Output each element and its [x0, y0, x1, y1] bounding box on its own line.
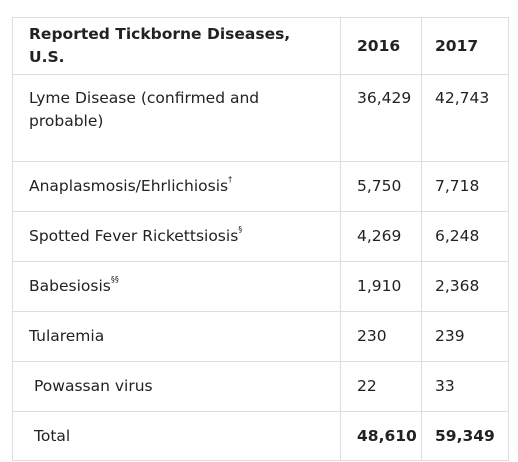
- header-disease: Reported Tickborne Diseases, U.S.: [12, 17, 341, 75]
- disease-name-cell: Spotted Fever Rickettsiosis§: [12, 211, 341, 262]
- disease-name-cell: Powassan virus: [12, 361, 341, 412]
- value-2016: 1,910: [340, 261, 422, 312]
- disease-name: Tularemia: [29, 327, 105, 345]
- value-2017: 239: [421, 311, 509, 362]
- disease-name: Powassan virus: [34, 377, 153, 395]
- value-2016: 36,429: [340, 74, 422, 162]
- table-row: Tularemia 230 239: [12, 311, 509, 362]
- table-row: Powassan virus 22 33: [12, 361, 509, 412]
- disease-name-cell: Lyme Disease (confirmed and probable): [12, 74, 341, 162]
- disease-name: Lyme Disease (confirmed and probable): [29, 89, 260, 130]
- header-2016: 2016: [340, 17, 422, 75]
- disease-name: Anaplasmosis/Ehrlichiosis: [29, 177, 229, 195]
- value-2016: 5,750: [340, 161, 422, 212]
- disease-name-cell: Babesiosis§§: [12, 261, 341, 312]
- value-2017: 7,718: [421, 161, 509, 212]
- table-row: Spotted Fever Rickettsiosis§ 4,269 6,248: [12, 211, 509, 262]
- value-2017: 6,248: [421, 211, 509, 262]
- footnote-mark: †: [228, 174, 233, 184]
- footnote-mark: §: [238, 224, 243, 234]
- value-2017: 33: [421, 361, 509, 412]
- table-row: Babesiosis§§ 1,910 2,368: [12, 261, 509, 312]
- total-2016: 48,610: [340, 411, 422, 461]
- disease-name-cell: Tularemia: [12, 311, 341, 362]
- total-row: Total 48,610 59,349: [12, 411, 509, 461]
- disease-name: Babesiosis: [29, 277, 111, 295]
- table-row: Lyme Disease (confirmed and probable) 36…: [12, 74, 509, 162]
- table-row: Anaplasmosis/Ehrlichiosis† 5,750 7,718: [12, 161, 509, 212]
- disease-name-cell: Anaplasmosis/Ehrlichiosis†: [12, 161, 341, 212]
- value-2017: 2,368: [421, 261, 509, 312]
- disease-name: Spotted Fever Rickettsiosis: [29, 227, 239, 245]
- footnote-mark: §§: [110, 274, 119, 284]
- header-row: Reported Tickborne Diseases, U.S. 2016 2…: [12, 17, 509, 75]
- total-label: Total: [12, 411, 341, 461]
- value-2016: 230: [340, 311, 422, 362]
- total-2017: 59,349: [421, 411, 509, 461]
- value-2017: 42,743: [421, 74, 509, 162]
- header-2017: 2017: [421, 17, 509, 75]
- value-2016: 22: [340, 361, 422, 412]
- tickborne-diseases-table: Reported Tickborne Diseases, U.S. 2016 2…: [12, 17, 509, 461]
- value-2016: 4,269: [340, 211, 422, 262]
